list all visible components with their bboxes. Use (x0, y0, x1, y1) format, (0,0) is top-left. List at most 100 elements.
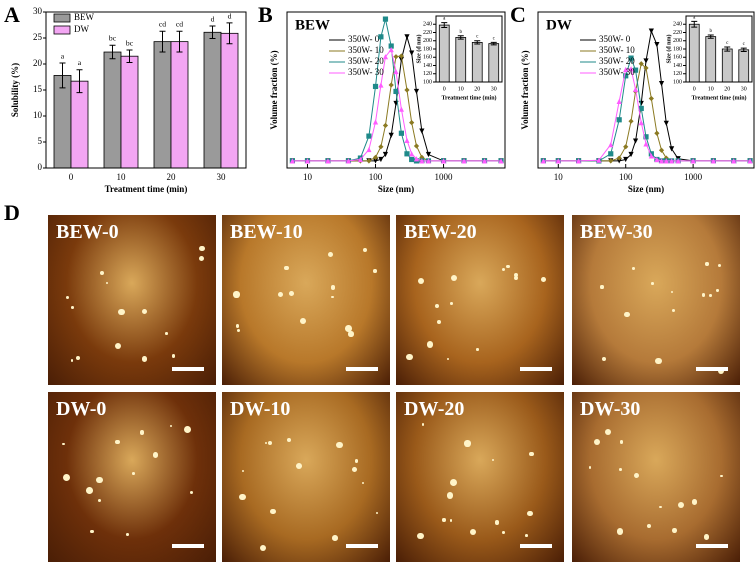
particle (469, 529, 476, 536)
marker (425, 151, 432, 158)
legend-label: 350W- 30 (599, 67, 635, 77)
particle (720, 475, 723, 478)
marker (398, 56, 404, 63)
marker (628, 55, 634, 61)
marker (419, 158, 425, 164)
chart: Volume fraction (%)Size (nm)10 100 1000BEW… (269, 11, 506, 194)
significance-letter: a (61, 51, 65, 60)
legend-label: 350W- 0 (599, 34, 631, 44)
particle (716, 289, 719, 292)
y-axis-label: Volume fraction (%) (269, 50, 279, 129)
x-tick-label: 20 (474, 86, 480, 92)
image-label: DW-30 (580, 398, 641, 420)
error-bar (159, 30, 166, 53)
bar (153, 41, 172, 169)
particle (259, 544, 267, 552)
x-tick-label: 10 (458, 86, 464, 92)
chart: Volume fraction (%)Size (nm)10 100 1000DW3… (520, 11, 755, 194)
particle (426, 341, 434, 349)
marker (378, 144, 384, 150)
error-bar (109, 44, 116, 60)
particle (236, 324, 240, 328)
error-bar (126, 49, 133, 63)
particle (344, 324, 352, 332)
particle (594, 439, 601, 446)
marker (648, 28, 654, 34)
y-tick-label: 30 (33, 6, 43, 16)
particle (70, 306, 74, 309)
marker (628, 118, 634, 124)
plot-frame (537, 11, 755, 169)
marker (378, 82, 384, 88)
error-bar (724, 46, 731, 52)
particle (601, 356, 606, 361)
error-bar (176, 30, 183, 53)
particle (506, 265, 510, 269)
panel-label: C (510, 2, 526, 27)
particle (355, 459, 359, 463)
particle (436, 320, 441, 325)
particle (632, 266, 635, 270)
x-axis-label: Treatment time (min) (441, 94, 496, 101)
marker (710, 158, 717, 164)
particle (152, 451, 159, 458)
particle (98, 498, 102, 502)
significance-letter: a (78, 58, 82, 67)
particle (85, 487, 93, 494)
particle (670, 290, 674, 294)
particle (717, 264, 721, 268)
afm-image: BEW-0 (48, 215, 216, 385)
bar (103, 51, 122, 169)
y-tick-label: 220 (673, 30, 682, 36)
particle (265, 442, 268, 445)
x-tick-label: 20 (724, 86, 730, 92)
particle (96, 476, 104, 484)
marker (393, 54, 399, 60)
x-tick-label: 1000 (435, 172, 454, 182)
marker (623, 156, 629, 163)
particle (348, 331, 354, 337)
afm-image: DW-10 (222, 392, 390, 562)
particle (502, 531, 505, 535)
particle (352, 467, 358, 472)
x-tick-label: 0 (693, 86, 696, 92)
marker (623, 144, 629, 150)
marker (382, 151, 389, 158)
particle (373, 269, 377, 273)
bar (721, 48, 733, 83)
marker (372, 83, 379, 90)
scale-bar (520, 367, 552, 371)
particle (494, 520, 499, 525)
significance-letter: bc (109, 34, 117, 43)
x-tick-label: 30 (491, 86, 497, 92)
error-bar (457, 35, 464, 40)
marker (616, 117, 622, 123)
particle (75, 355, 81, 361)
particle (446, 491, 454, 499)
particle (434, 303, 439, 308)
particle (289, 291, 294, 297)
marker (372, 119, 379, 125)
bar (488, 43, 500, 83)
afm-image: DW-20 (396, 392, 564, 562)
y-tick-label: 25 (33, 32, 43, 42)
marker (388, 43, 394, 49)
x-tick-label: 0 (69, 172, 74, 182)
marker (669, 146, 675, 152)
particle (375, 512, 379, 515)
marker (404, 87, 410, 93)
particle (513, 272, 518, 277)
particle (295, 463, 302, 469)
y-tick-label: 160 (673, 55, 682, 61)
marker (575, 158, 582, 164)
image-label: BEW-0 (56, 221, 119, 243)
marker (409, 151, 415, 157)
x-tick-label: 10 (117, 172, 127, 182)
marker (404, 137, 410, 143)
particle (446, 357, 450, 361)
marker (388, 82, 394, 88)
afm-image: BEW-20 (396, 215, 564, 385)
particle (406, 353, 413, 360)
particle (327, 251, 333, 257)
